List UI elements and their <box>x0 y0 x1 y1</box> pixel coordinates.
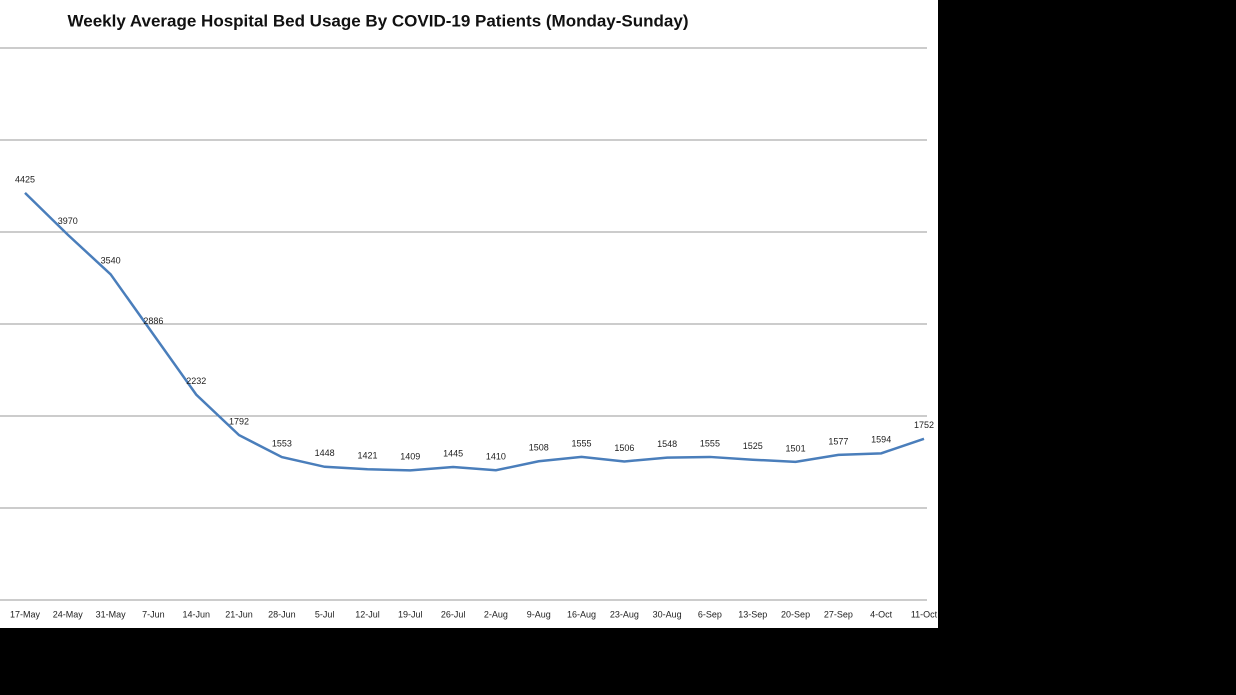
data-label: 4425 <box>15 174 35 184</box>
data-line <box>24 192 925 472</box>
x-tick-label: 13-Sep <box>738 609 767 619</box>
x-tick-label: 16-Aug <box>567 609 596 619</box>
data-label: 1421 <box>357 451 377 461</box>
data-label: 1548 <box>657 439 677 449</box>
data-label: 1792 <box>229 417 249 427</box>
x-tick-label: 4-Oct <box>870 609 893 619</box>
data-label: 1410 <box>486 452 506 462</box>
x-tick-label: 23-Aug <box>610 609 639 619</box>
data-label: 1555 <box>700 438 720 448</box>
data-label: 1555 <box>572 438 592 448</box>
data-label: 1752 <box>914 420 934 430</box>
chart-title: Weekly Average Hospital Bed Usage By COV… <box>68 11 689 30</box>
x-tick-label: 7-Jun <box>142 609 165 619</box>
x-tick-label: 14-Jun <box>182 609 210 619</box>
x-tick-label: 12-Jul <box>355 609 380 619</box>
data-label: 2886 <box>143 316 163 326</box>
data-label: 3970 <box>58 216 78 226</box>
x-tick-label: 2-Aug <box>484 609 508 619</box>
x-tick-label: 30-Aug <box>653 609 682 619</box>
data-label: 3540 <box>101 256 121 266</box>
data-label: 2232 <box>186 376 206 386</box>
data-label: 1445 <box>443 448 463 458</box>
data-label: 1506 <box>614 443 634 453</box>
x-tick-label: 21-Jun <box>225 609 253 619</box>
data-label: 1508 <box>529 443 549 453</box>
x-tick-label: 27-Sep <box>824 609 853 619</box>
data-label: 1525 <box>743 441 763 451</box>
data-label: 1501 <box>786 443 806 453</box>
plot-background <box>0 0 938 628</box>
x-tick-label: 19-Jul <box>398 609 423 619</box>
x-tick-label: 5-Jul <box>315 609 335 619</box>
data-label: 1594 <box>871 435 891 445</box>
data-label: 1553 <box>272 438 292 448</box>
x-tick-label: 31-May <box>96 609 127 619</box>
x-tick-label: 6-Sep <box>698 609 722 619</box>
x-tick-label: 20-Sep <box>781 609 810 619</box>
x-tick-label: 24-May <box>53 609 84 619</box>
x-tick-label: 17-May <box>10 609 41 619</box>
data-label: 1409 <box>400 452 420 462</box>
x-tick-label: 11-Oct <box>911 609 938 619</box>
x-tick-label: 26-Jul <box>441 609 466 619</box>
data-label: 1448 <box>315 448 335 458</box>
data-label: 1577 <box>828 436 848 446</box>
x-tick-label: 28-Jun <box>268 609 296 619</box>
x-tick-label: 9-Aug <box>527 609 551 619</box>
